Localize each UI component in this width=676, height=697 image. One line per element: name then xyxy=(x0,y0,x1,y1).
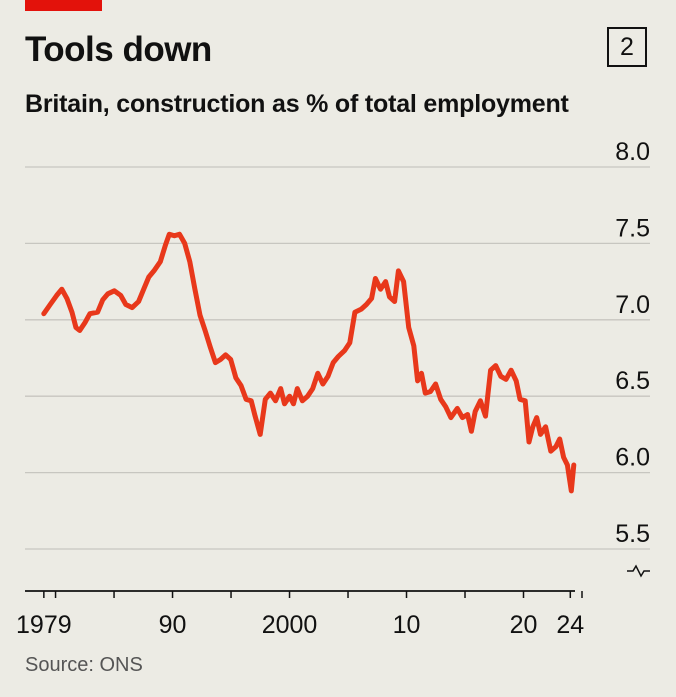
x-tick-label: 20 xyxy=(510,611,538,639)
gridlines xyxy=(25,166,650,578)
y-tick-label: 7.5 xyxy=(615,214,650,242)
x-tick-label: 24 xyxy=(556,611,584,639)
axis-break-icon xyxy=(627,564,650,578)
y-axis-labels: 8.0 7.5 7.0 6.5 6.0 5.5 xyxy=(615,138,650,548)
series-group xyxy=(41,231,577,494)
x-tick-label: 1979 xyxy=(16,611,72,639)
source-note: Source: ONS xyxy=(25,654,143,676)
x-tick-label: 90 xyxy=(159,611,187,639)
x-axis-labels: 1979 90 2000 10 20 24 xyxy=(16,611,584,639)
accent-bar xyxy=(25,0,102,11)
y-tick-label: 7.0 xyxy=(615,291,650,319)
x-tick-label: 10 xyxy=(393,611,421,639)
y-tick-label: 8.0 xyxy=(615,138,650,166)
y-tick-label: 6.5 xyxy=(615,367,650,395)
x-axis xyxy=(25,590,583,598)
series-line xyxy=(41,231,577,494)
y-tick-label: 6.0 xyxy=(615,444,650,472)
chart-subtitle: Britain, construction as % of total empl… xyxy=(25,90,569,118)
x-tick-label: 2000 xyxy=(262,611,318,639)
chart-number-badge: 2 xyxy=(607,27,647,67)
chart-title: Tools down xyxy=(25,30,212,69)
y-tick-label: 5.5 xyxy=(615,520,650,548)
